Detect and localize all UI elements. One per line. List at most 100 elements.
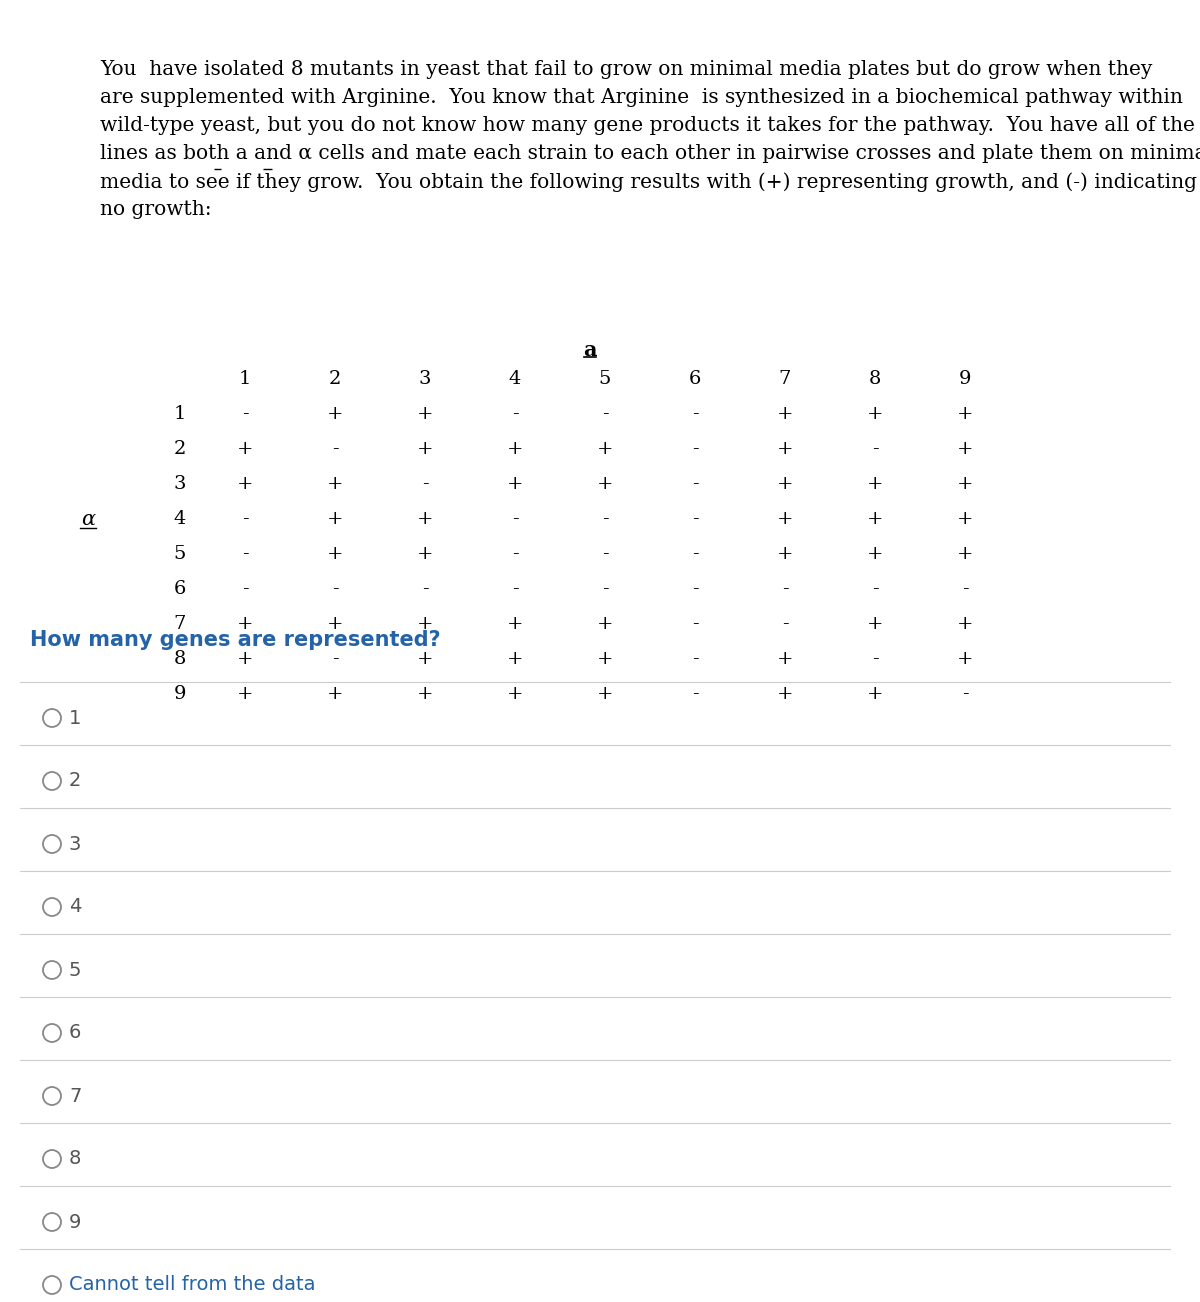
Text: -: -: [691, 546, 698, 562]
Text: -: -: [511, 510, 518, 529]
Text: +: +: [416, 685, 433, 703]
Text: 6: 6: [70, 1023, 82, 1043]
Text: -: -: [691, 615, 698, 633]
Text: 9: 9: [174, 685, 186, 703]
Text: +: +: [236, 475, 253, 493]
Text: 3: 3: [174, 475, 186, 493]
Text: +: +: [866, 405, 883, 423]
Text: +: +: [776, 546, 793, 562]
Text: +: +: [776, 510, 793, 529]
Text: +: +: [506, 685, 523, 703]
Text: -: -: [781, 615, 788, 633]
Text: +: +: [956, 650, 973, 668]
Text: Cannot tell from the data: Cannot tell from the data: [70, 1276, 316, 1294]
Text: +: +: [416, 510, 433, 529]
Text: +: +: [596, 475, 613, 493]
Text: +: +: [866, 685, 883, 703]
Text: 4: 4: [174, 510, 186, 529]
Text: -: -: [961, 579, 968, 598]
Text: +: +: [236, 615, 253, 633]
Text: +: +: [506, 440, 523, 458]
Text: +: +: [596, 650, 613, 668]
Text: You  have isolated 8 mutants in yeast that fail to grow on minimal media plates : You have isolated 8 mutants in yeast tha…: [100, 60, 1152, 79]
Text: +: +: [776, 685, 793, 703]
Text: +: +: [506, 615, 523, 633]
Text: 1: 1: [239, 370, 251, 388]
Text: +: +: [866, 615, 883, 633]
Text: -: -: [781, 579, 788, 598]
Text: 7: 7: [70, 1086, 82, 1105]
Text: -: -: [601, 546, 608, 562]
Text: -: -: [241, 405, 248, 423]
Text: +: +: [776, 475, 793, 493]
Text: -: -: [421, 475, 428, 493]
Text: -: -: [691, 650, 698, 668]
Text: +: +: [956, 615, 973, 633]
Text: 6: 6: [174, 579, 186, 598]
Text: -: -: [871, 579, 878, 598]
Text: +: +: [236, 440, 253, 458]
Text: 1: 1: [70, 708, 82, 728]
Text: +: +: [956, 405, 973, 423]
Text: +: +: [506, 650, 523, 668]
Text: 2: 2: [174, 440, 186, 458]
Text: -: -: [691, 405, 698, 423]
Text: -: -: [511, 405, 518, 423]
Text: +: +: [776, 650, 793, 668]
Text: -: -: [241, 579, 248, 598]
Text: 9: 9: [959, 370, 971, 388]
Text: +: +: [506, 475, 523, 493]
Text: 7: 7: [174, 615, 186, 633]
Text: -: -: [871, 440, 878, 458]
Text: -: -: [601, 405, 608, 423]
Text: α: α: [80, 510, 95, 529]
Text: -: -: [421, 579, 428, 598]
Text: -: -: [241, 510, 248, 529]
Text: +: +: [416, 650, 433, 668]
Text: 5: 5: [70, 961, 82, 979]
Text: +: +: [956, 510, 973, 529]
Text: -: -: [691, 579, 698, 598]
Text: +: +: [416, 615, 433, 633]
Text: +: +: [956, 475, 973, 493]
Text: 4: 4: [509, 370, 521, 388]
Text: -: -: [331, 579, 338, 598]
Text: +: +: [326, 615, 343, 633]
Text: 4: 4: [70, 897, 82, 917]
Text: +: +: [596, 440, 613, 458]
Text: +: +: [596, 615, 613, 633]
Text: -: -: [961, 685, 968, 703]
Text: -: -: [691, 475, 698, 493]
Text: +: +: [416, 405, 433, 423]
Text: +: +: [326, 685, 343, 703]
Text: 2: 2: [70, 772, 82, 790]
Text: 5: 5: [599, 370, 611, 388]
Text: +: +: [416, 546, 433, 562]
Text: a: a: [583, 340, 596, 359]
Text: 3: 3: [70, 835, 82, 854]
Text: +: +: [326, 546, 343, 562]
Text: 2: 2: [329, 370, 341, 388]
Text: 8: 8: [869, 370, 881, 388]
Text: -: -: [601, 510, 608, 529]
Text: +: +: [866, 475, 883, 493]
Text: +: +: [236, 685, 253, 703]
Text: media to see if they grow.  You obtain the following results with (+) representi: media to see if they grow. You obtain th…: [100, 172, 1198, 191]
Text: 8: 8: [174, 650, 186, 668]
Text: +: +: [956, 440, 973, 458]
Text: +: +: [866, 546, 883, 562]
Text: -: -: [511, 579, 518, 598]
Text: wild-type yeast, but you do not know how many gene products it takes for the pat: wild-type yeast, but you do not know how…: [100, 116, 1195, 135]
Text: -: -: [331, 650, 338, 668]
Text: no growth:: no growth:: [100, 201, 211, 219]
Text: 9: 9: [70, 1212, 82, 1232]
Text: -: -: [691, 685, 698, 703]
Text: +: +: [416, 440, 433, 458]
Text: +: +: [326, 510, 343, 529]
Text: +: +: [236, 650, 253, 668]
Text: -: -: [241, 546, 248, 562]
Text: +: +: [776, 440, 793, 458]
Text: -: -: [871, 650, 878, 668]
Text: -: -: [601, 579, 608, 598]
Text: 5: 5: [174, 546, 186, 562]
